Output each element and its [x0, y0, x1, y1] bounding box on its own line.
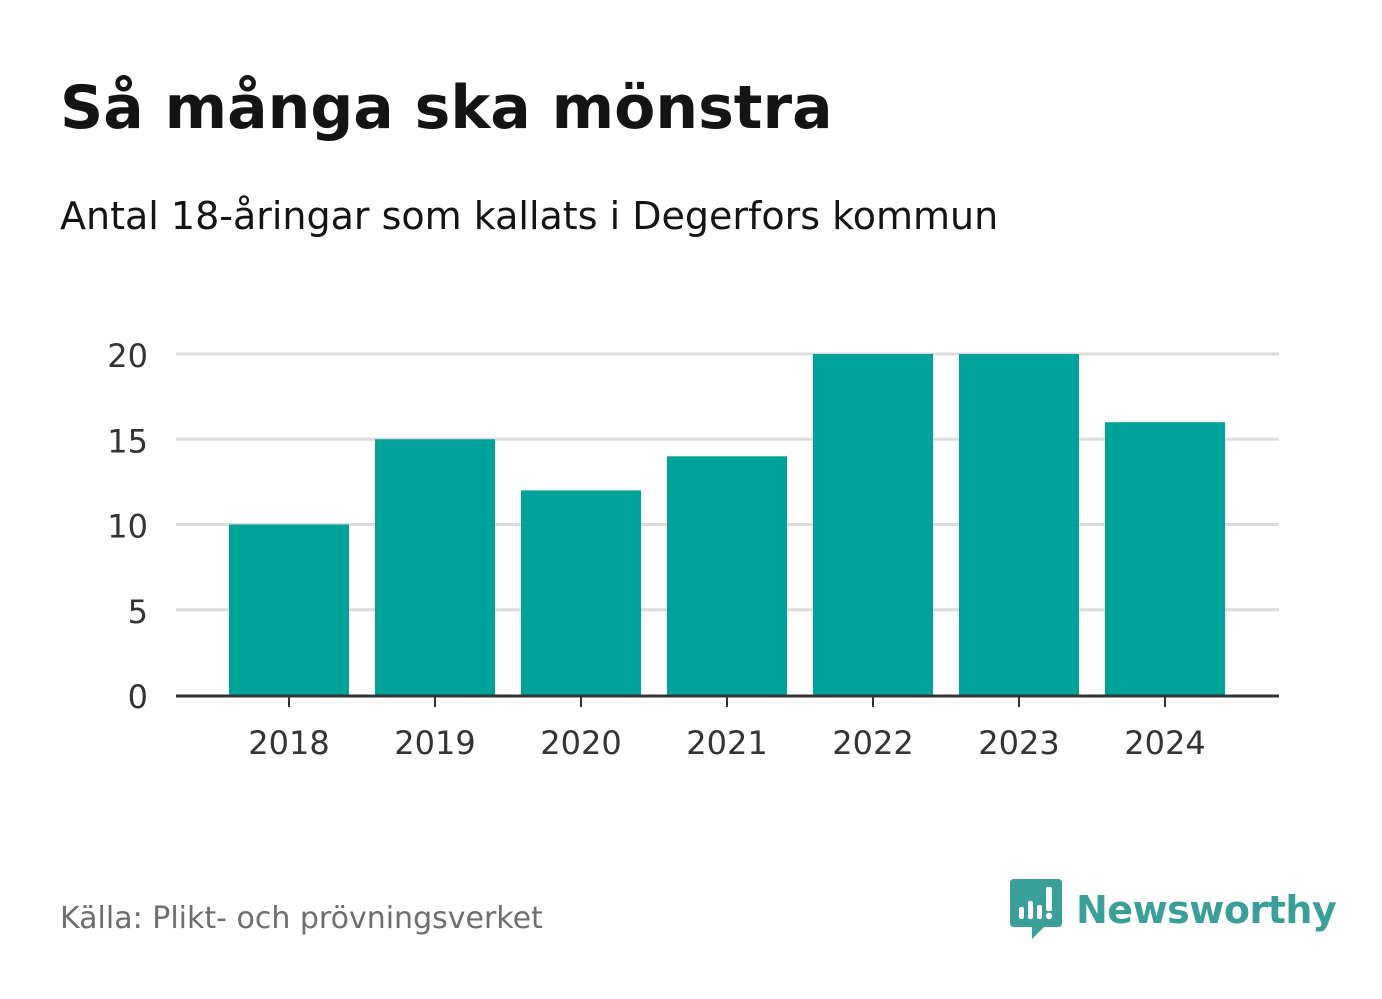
bar	[521, 490, 641, 695]
brand-name: Newsworthy	[1076, 888, 1337, 932]
bar	[1105, 422, 1225, 695]
bar	[813, 354, 933, 695]
bar	[959, 354, 1079, 695]
chart-subtitle: Antal 18-åringar som kallats i Degerfors…	[60, 194, 999, 238]
y-tick-label: 5	[128, 593, 148, 631]
x-tick-label: 2019	[394, 724, 475, 762]
chart-title: Så många ska mönstra	[60, 73, 833, 143]
y-tick-label: 15	[107, 422, 148, 460]
brand-logo: Newsworthy	[1010, 878, 1337, 942]
x-tick-label: 2020	[540, 724, 621, 762]
source-note: Källa: Plikt- och prövningsverket	[60, 901, 543, 936]
bar	[375, 439, 495, 695]
y-tick-label: 0	[128, 678, 148, 716]
x-tick-label: 2018	[248, 724, 329, 762]
x-tick-label: 2024	[1124, 724, 1205, 762]
x-tick-label: 2022	[832, 724, 913, 762]
newsworthy-logo-icon	[1010, 879, 1062, 939]
y-tick-label: 10	[107, 508, 148, 546]
y-tick-label: 20	[107, 337, 148, 375]
x-tick-label: 2023	[978, 724, 1059, 762]
bar	[229, 524, 349, 695]
x-tick-label: 2021	[686, 724, 767, 762]
bar	[667, 456, 787, 695]
